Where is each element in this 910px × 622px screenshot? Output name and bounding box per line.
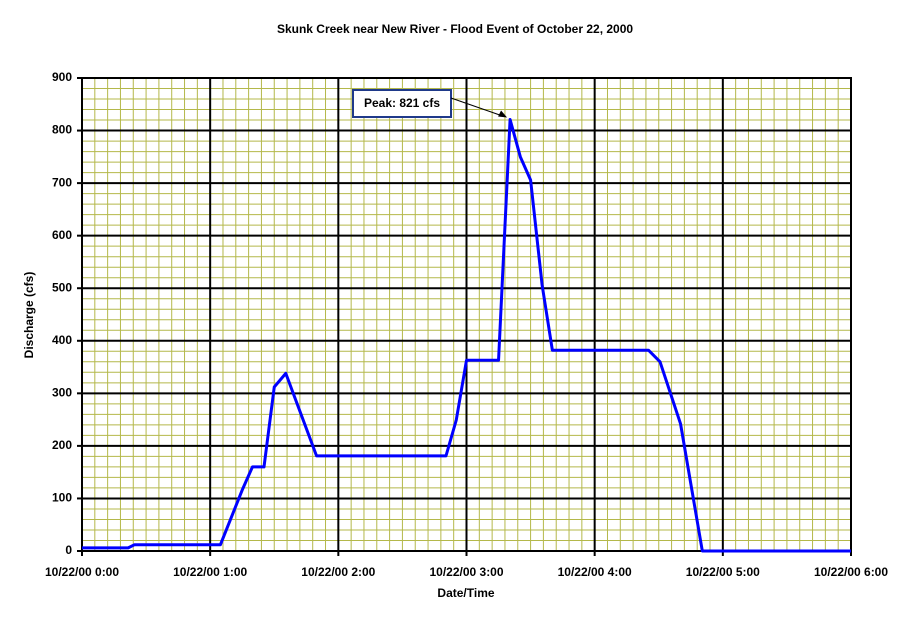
x-tick-label: 10/22/00 2:00 bbox=[301, 565, 375, 579]
y-tick-label: 400 bbox=[52, 333, 72, 347]
y-tick-label: 100 bbox=[52, 491, 72, 505]
y-tick-label: 200 bbox=[52, 438, 72, 452]
y-tick-label: 700 bbox=[52, 175, 72, 189]
x-tick-label: 10/22/00 3:00 bbox=[429, 565, 503, 579]
x-tick-label: 10/22/00 1:00 bbox=[173, 565, 247, 579]
y-axis-title: Discharge (cfs) bbox=[22, 272, 36, 359]
data-line bbox=[82, 118, 851, 553]
chart-title: Skunk Creek near New River - Flood Event… bbox=[277, 22, 633, 36]
x-tick-label: 10/22/00 5:00 bbox=[686, 565, 760, 579]
annotation-arrow bbox=[450, 97, 505, 117]
y-tick-label: 500 bbox=[52, 280, 72, 294]
annotation: Peak: 821 cfs bbox=[364, 96, 440, 110]
x-tick-label: 10/22/00 6:00 bbox=[814, 565, 888, 579]
x-tick-label: 10/22/00 0:00 bbox=[45, 565, 119, 579]
x-axis-title: Date/Time bbox=[437, 586, 494, 600]
x-tick-label: 10/22/00 4:00 bbox=[558, 565, 632, 579]
y-tick-label: 800 bbox=[52, 123, 72, 137]
plot-border bbox=[81, 77, 852, 552]
y-tick-label: 0 bbox=[65, 543, 72, 557]
y-tick-label: 600 bbox=[52, 228, 72, 242]
annotation-arrowhead bbox=[498, 110, 508, 118]
y-tick-label: 900 bbox=[52, 70, 72, 84]
y-tick-label: 300 bbox=[52, 386, 72, 400]
annotation-box bbox=[352, 89, 452, 118]
